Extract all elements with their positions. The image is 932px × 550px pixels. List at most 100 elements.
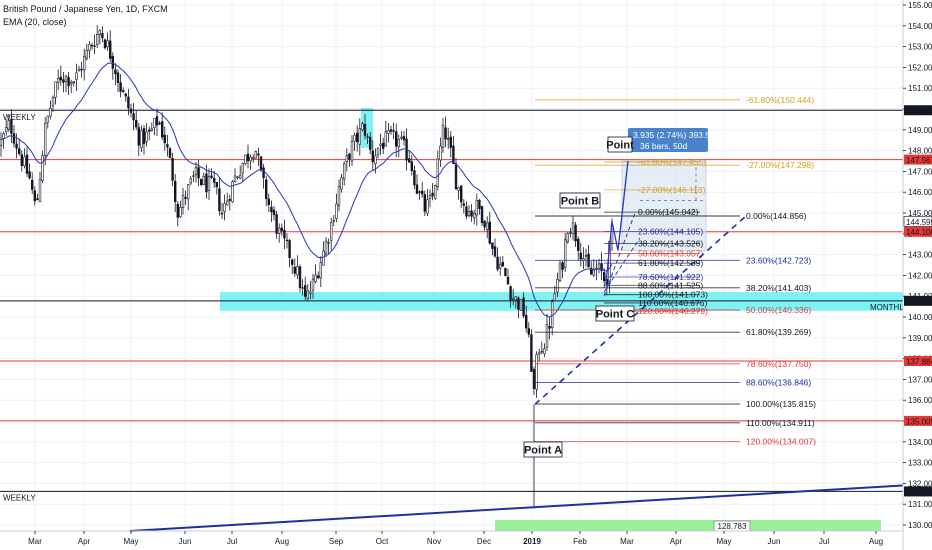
price-axis-label: 143.000: [908, 251, 932, 260]
support-zone: [220, 292, 903, 311]
candle-body: [283, 229, 286, 239]
candle-body: [514, 296, 518, 301]
fib-small-label: 100.00%(141.073): [638, 290, 708, 300]
candle-body: [358, 128, 361, 145]
projection-tooltip-line1: 3.935 (2.74%) 393.5: [633, 130, 710, 140]
candle-body: [324, 240, 328, 254]
price-axis-label: 154.000: [908, 22, 932, 31]
candle-body: [376, 147, 380, 156]
candle-body: [363, 124, 367, 136]
candle-body: [176, 203, 179, 218]
point-label-b: Point B: [561, 196, 600, 208]
fib-small-label: -27.00%(146.113): [638, 185, 706, 195]
candle-body: [584, 255, 588, 257]
candle-body: [470, 210, 473, 217]
candle-body: [20, 154, 23, 166]
candle-body: [270, 206, 273, 213]
candle-body: [137, 127, 140, 146]
point-label-box: [607, 136, 633, 153]
price-axis-label: 140.000: [908, 313, 932, 322]
candle-body: [371, 150, 374, 163]
price-tag: 147.567: [906, 156, 932, 165]
candle-body: [322, 250, 325, 266]
candle-body: [88, 44, 91, 51]
candle-body: [189, 178, 192, 184]
candle-body: [485, 222, 489, 230]
long-trend-line: [129, 484, 904, 532]
candle-body: [77, 68, 81, 72]
candle-body: [428, 195, 432, 199]
candle-body: [127, 96, 130, 109]
candle-body: [280, 227, 283, 231]
price-axis-label: 142.000: [908, 271, 932, 280]
candle-body: [496, 256, 499, 270]
candle-body: [563, 239, 567, 268]
fib-small-label: 38.20%(143.526): [638, 239, 703, 249]
candle-body: [231, 181, 234, 203]
candle-body: [498, 263, 502, 269]
candle-body: [350, 141, 354, 162]
candle-body: [381, 142, 385, 149]
candle-body: [218, 188, 221, 212]
price-axis-label: 137.000: [908, 375, 932, 384]
candle-body: [579, 252, 583, 260]
candle-body: [600, 263, 603, 272]
candle-body: [467, 211, 471, 216]
candle-body: [306, 290, 309, 299]
fib-large-label: 100.00%(135.815): [746, 399, 816, 409]
candle-body: [353, 134, 356, 142]
price-tag: 135.005: [906, 417, 932, 426]
price-axis-label: 152.000: [908, 63, 932, 72]
candle-body: [262, 167, 265, 178]
candle-body: [444, 127, 447, 140]
candle-body: [488, 221, 491, 244]
dashed-trend-line: [534, 215, 747, 405]
price-tag-box: [904, 154, 932, 165]
price-axis-label: 134.000: [908, 438, 932, 447]
candle-body: [2, 133, 5, 139]
price-axis-label: 136.000: [908, 396, 932, 405]
candle-body: [293, 266, 296, 274]
time-axis-label: Oct: [376, 537, 389, 546]
candle-body: [75, 72, 78, 80]
fib-large-label: 120.00%(134.007): [746, 437, 816, 447]
candle-body: [239, 174, 242, 179]
candle-body: [111, 56, 115, 69]
candle-body: [264, 179, 268, 200]
candle-body: [246, 153, 250, 162]
fib-small-label: 50.00%(143.057): [638, 248, 703, 258]
candle-body: [36, 198, 39, 201]
time-axis-label: Jun: [768, 537, 781, 546]
candle-body: [101, 32, 104, 39]
price-axis-label: 147.000: [908, 167, 932, 176]
candle-body: [558, 263, 562, 281]
time-axis-label: Sep: [329, 537, 344, 546]
volume-zone: [495, 520, 881, 531]
candle-body: [228, 199, 231, 201]
volume-tag: 128.783: [718, 522, 747, 531]
candle-body: [192, 175, 195, 177]
fib-large-label: -27.00%(147.298): [746, 160, 814, 170]
candle-body: [207, 176, 211, 191]
candle-body: [33, 190, 37, 202]
fib-large-label: 110.00%(134.911): [746, 418, 815, 428]
candle-body: [602, 272, 606, 282]
candle-body: [301, 287, 304, 289]
candle-body: [168, 148, 172, 158]
time-axis-label: Apr: [78, 537, 91, 546]
candle-body: [387, 130, 390, 134]
candle-body: [457, 187, 460, 191]
candle-body: [64, 75, 68, 82]
price-axis-label: 132.000: [908, 479, 932, 488]
candle-body: [316, 275, 320, 279]
candle-body: [319, 262, 322, 279]
candle-body: [17, 148, 21, 155]
candle-body: [83, 55, 86, 71]
fib-small-label: 61.80%(142.589): [638, 258, 703, 268]
candle-body: [548, 325, 551, 329]
candle-body: [392, 130, 395, 132]
projection-dash: [603, 212, 636, 297]
candle-body: [267, 198, 270, 205]
